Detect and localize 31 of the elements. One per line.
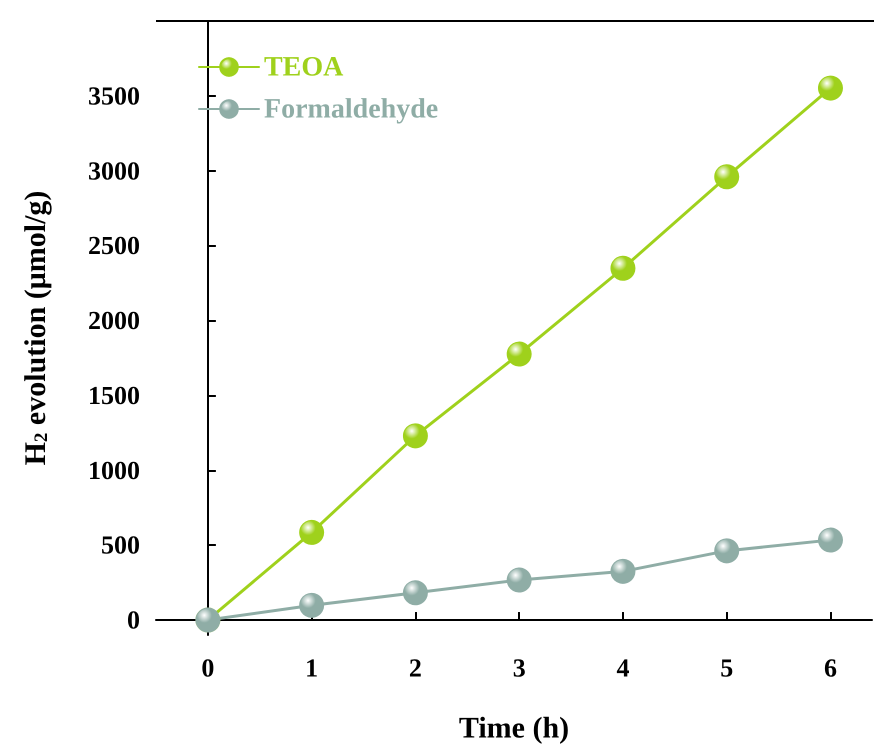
x-tick-label: 4 [616,654,630,682]
y-tick-label: 0 [127,606,140,635]
y-tick-label: 1000 [88,456,140,485]
x-tick-label: 3 [512,654,526,682]
y-tick-label: 3000 [88,156,140,186]
x-axis-title: Time (h) [458,712,570,744]
point [299,592,324,618]
point [714,164,740,190]
y-tick-label: 1500 [88,380,140,410]
point [818,76,843,101]
y-tick-label: 500 [101,530,140,560]
y-tick-label: 2500 [88,231,140,260]
point [506,568,532,593]
point [402,423,428,448]
point [402,580,428,606]
point [610,256,636,281]
x-tick-label: 2 [408,654,422,682]
point [506,342,532,367]
point [299,520,324,545]
point [818,528,843,553]
y-tick-label: 3500 [88,81,140,110]
point [714,538,740,564]
y-tick-label: 2000 [88,306,140,336]
x-tick-label: 6 [824,654,837,682]
x-tick-label: 5 [720,654,734,682]
legend-label: TEOA [264,52,344,82]
x-tick-label: 1 [305,654,318,682]
x-tick-label: 0 [201,654,214,682]
y-axis-title: H2 evolution (μmol/g) [19,190,52,466]
point [610,558,636,584]
legend-label: Formaldehyde [264,94,438,124]
